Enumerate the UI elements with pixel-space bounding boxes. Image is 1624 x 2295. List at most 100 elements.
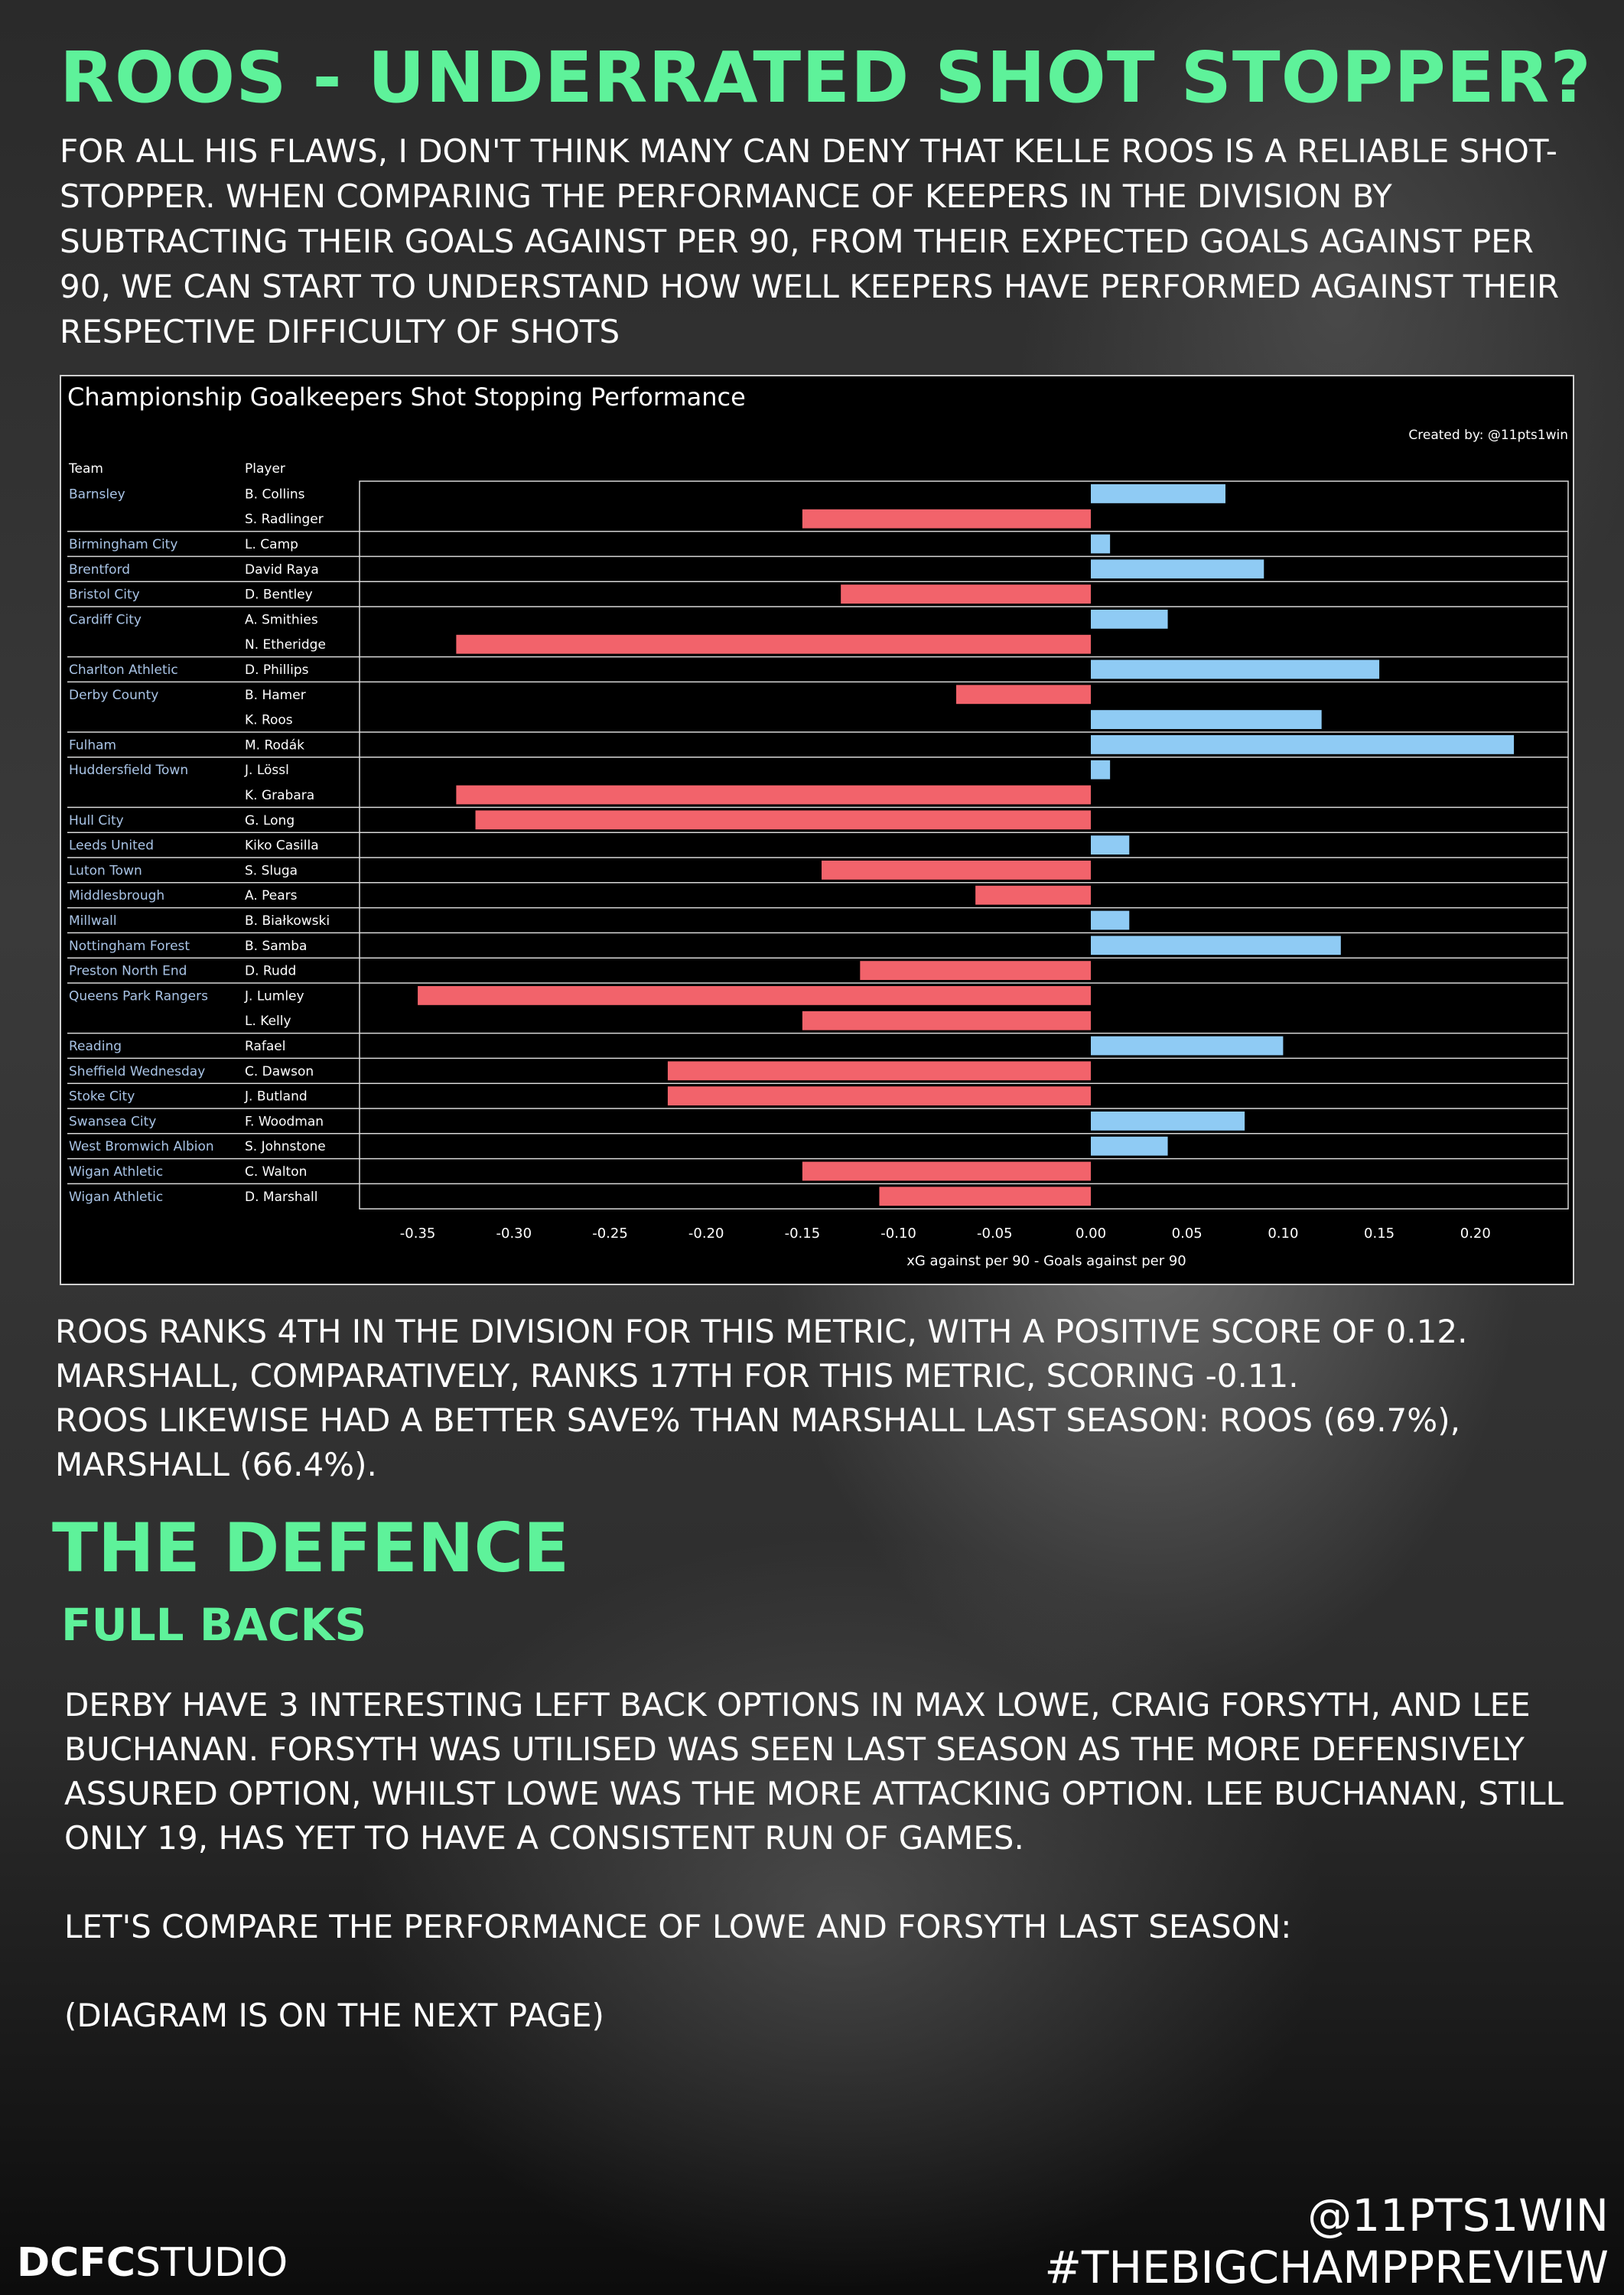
x-tick-label: 0.05 — [1172, 1226, 1203, 1242]
team-label: Charlton Athletic — [69, 662, 178, 678]
x-tick-label: -0.35 — [400, 1226, 436, 1242]
logo-light-text: STUDIO — [135, 2240, 288, 2286]
bar-d-marshall — [879, 1187, 1091, 1206]
x-tick-label: -0.10 — [880, 1226, 916, 1242]
player-label: C. Walton — [245, 1164, 307, 1180]
body-text: DERBY HAVE 3 INTERESTING LEFT BACK OPTIO… — [64, 1683, 1602, 2082]
player-label: B. Samba — [245, 939, 307, 954]
x-tick-label: 0.00 — [1076, 1226, 1106, 1242]
twitter-handle: @11PTS1WIN — [1307, 2189, 1609, 2241]
body-paragraph: (DIAGRAM IS ON THE NEXT PAGE) — [64, 1997, 604, 2034]
player-label: S. Johnstone — [245, 1139, 326, 1154]
player-label: L. Kelly — [245, 1014, 291, 1029]
player-label: A. Pears — [245, 888, 298, 903]
x-tick-label: -0.15 — [785, 1226, 821, 1242]
player-label: K. Grabara — [245, 788, 314, 803]
player-label: D. Phillips — [245, 662, 309, 678]
player-label: David Raya — [245, 562, 319, 578]
team-label: Huddersfield Town — [69, 763, 188, 778]
x-tick-label: -0.20 — [688, 1226, 724, 1242]
x-tick-label: 0.15 — [1364, 1226, 1395, 1242]
player-label: Rafael — [245, 1039, 285, 1054]
stats-line: ROOS LIKEWISE HAD A BETTER SAVE% THAN MA… — [55, 1401, 1460, 1439]
team-label: Middlesbrough — [69, 888, 164, 903]
bar-k-grabara — [456, 785, 1091, 805]
stats-block: ROOS RANKS 4TH IN THE DIVISION FOR THIS … — [55, 1310, 1593, 1487]
chart-credit: Created by: @11pts1win — [1408, 428, 1568, 443]
bar-a-pears — [975, 885, 1091, 905]
bar-rafael — [1091, 1036, 1284, 1056]
team-label: Stoke City — [69, 1089, 135, 1105]
bar-s-radlinger — [802, 509, 1091, 529]
section-title: THE DEFENCE — [52, 1509, 570, 1587]
x-tick-label: -0.05 — [977, 1226, 1013, 1242]
body-paragraph: LET'S COMPARE THE PERFORMANCE OF LOWE AN… — [64, 1908, 1292, 1945]
shot-stopping-chart: Championship Goalkeepers Shot Stopping P… — [60, 375, 1574, 1285]
bar-b-collins — [1091, 484, 1225, 503]
team-column-header: Team — [68, 461, 103, 477]
team-label: Luton Town — [69, 863, 142, 878]
team-label: Queens Park Rangers — [69, 988, 208, 1004]
bar-f-woodman — [1091, 1112, 1245, 1131]
player-label: J. Lössl — [244, 763, 289, 778]
bar-j-butland — [667, 1086, 1091, 1105]
bar-j-lumley — [418, 986, 1091, 1005]
bar-l-kelly — [802, 1011, 1091, 1030]
bar-b-samba — [1091, 936, 1341, 955]
player-label: D. Rudd — [245, 964, 296, 979]
player-label: M. Rodák — [245, 737, 304, 753]
stats-line: ROOS RANKS 4TH IN THE DIVISION FOR THIS … — [55, 1313, 1468, 1350]
bar-c-walton — [802, 1161, 1091, 1181]
bar-j-l-ssl — [1091, 760, 1111, 780]
plot-frame — [359, 480, 1569, 1209]
team-label: Derby County — [69, 688, 158, 703]
bar-g-long — [475, 810, 1091, 830]
player-label: N. Etheridge — [245, 637, 326, 653]
bar-l-camp — [1091, 534, 1111, 554]
team-label: Millwall — [69, 913, 117, 929]
bar-c-dawson — [667, 1061, 1091, 1081]
team-label: Cardiff City — [69, 612, 142, 627]
x-tick-label: 0.20 — [1460, 1226, 1491, 1242]
player-label: S. Radlinger — [245, 512, 324, 527]
stats-line: MARSHALL (66.4%). — [55, 1446, 377, 1483]
player-label: F. Woodman — [245, 1114, 324, 1129]
player-label: C. Dawson — [245, 1064, 314, 1079]
player-label: B. Białkowski — [245, 913, 330, 929]
intro-paragraph: FOR ALL HIS FLAWS, I DON'T THINK MANY CA… — [60, 132, 1560, 350]
team-label: Birmingham City — [69, 537, 177, 552]
player-label: K. Roos — [245, 713, 293, 728]
bar-d-bentley — [841, 584, 1091, 604]
studio-logo: DCFCSTUDIO — [17, 2240, 288, 2286]
player-label: A. Smithies — [245, 612, 318, 627]
bar-n-etheridge — [456, 634, 1091, 654]
team-label: Barnsley — [69, 487, 125, 502]
bar-b-bia-kowski — [1091, 910, 1130, 930]
x-tick-label: -0.25 — [592, 1226, 628, 1242]
logo-bold-text: DCFC — [17, 2240, 136, 2286]
hashtag: #THEBIGCHAMPPREVIEW — [1044, 2241, 1609, 2293]
team-label: Reading — [69, 1039, 122, 1054]
bar-b-hamer — [956, 685, 1091, 705]
bar-david-raya — [1091, 559, 1264, 579]
player-label: D. Bentley — [245, 588, 313, 603]
player-label: L. Camp — [245, 537, 298, 552]
team-label: Nottingham Forest — [69, 939, 190, 954]
player-label: D. Marshall — [245, 1190, 317, 1205]
bar-m-rod-k — [1091, 735, 1515, 754]
team-label: Leeds United — [69, 838, 154, 854]
chart-svg: Championship Goalkeepers Shot Stopping P… — [67, 382, 1569, 1269]
chart-title: Championship Goalkeepers Shot Stopping P… — [67, 382, 746, 412]
team-label: Hull City — [69, 813, 124, 828]
x-axis-label: xG against per 90 - Goals against per 90 — [906, 1253, 1186, 1269]
bar-kiko-casilla — [1091, 835, 1130, 855]
team-label: Swansea City — [69, 1114, 156, 1129]
stats-line: MARSHALL, COMPARATIVELY, RANKS 17TH FOR … — [55, 1357, 1299, 1395]
team-label: Fulham — [69, 737, 116, 753]
bar-k-roos — [1091, 710, 1322, 729]
team-label: Bristol City — [69, 588, 140, 603]
team-label: Wigan Athletic — [69, 1190, 163, 1205]
bar-d-phillips — [1091, 659, 1380, 679]
bar-a-smithies — [1091, 610, 1168, 629]
player-column-header: Player — [245, 461, 285, 477]
